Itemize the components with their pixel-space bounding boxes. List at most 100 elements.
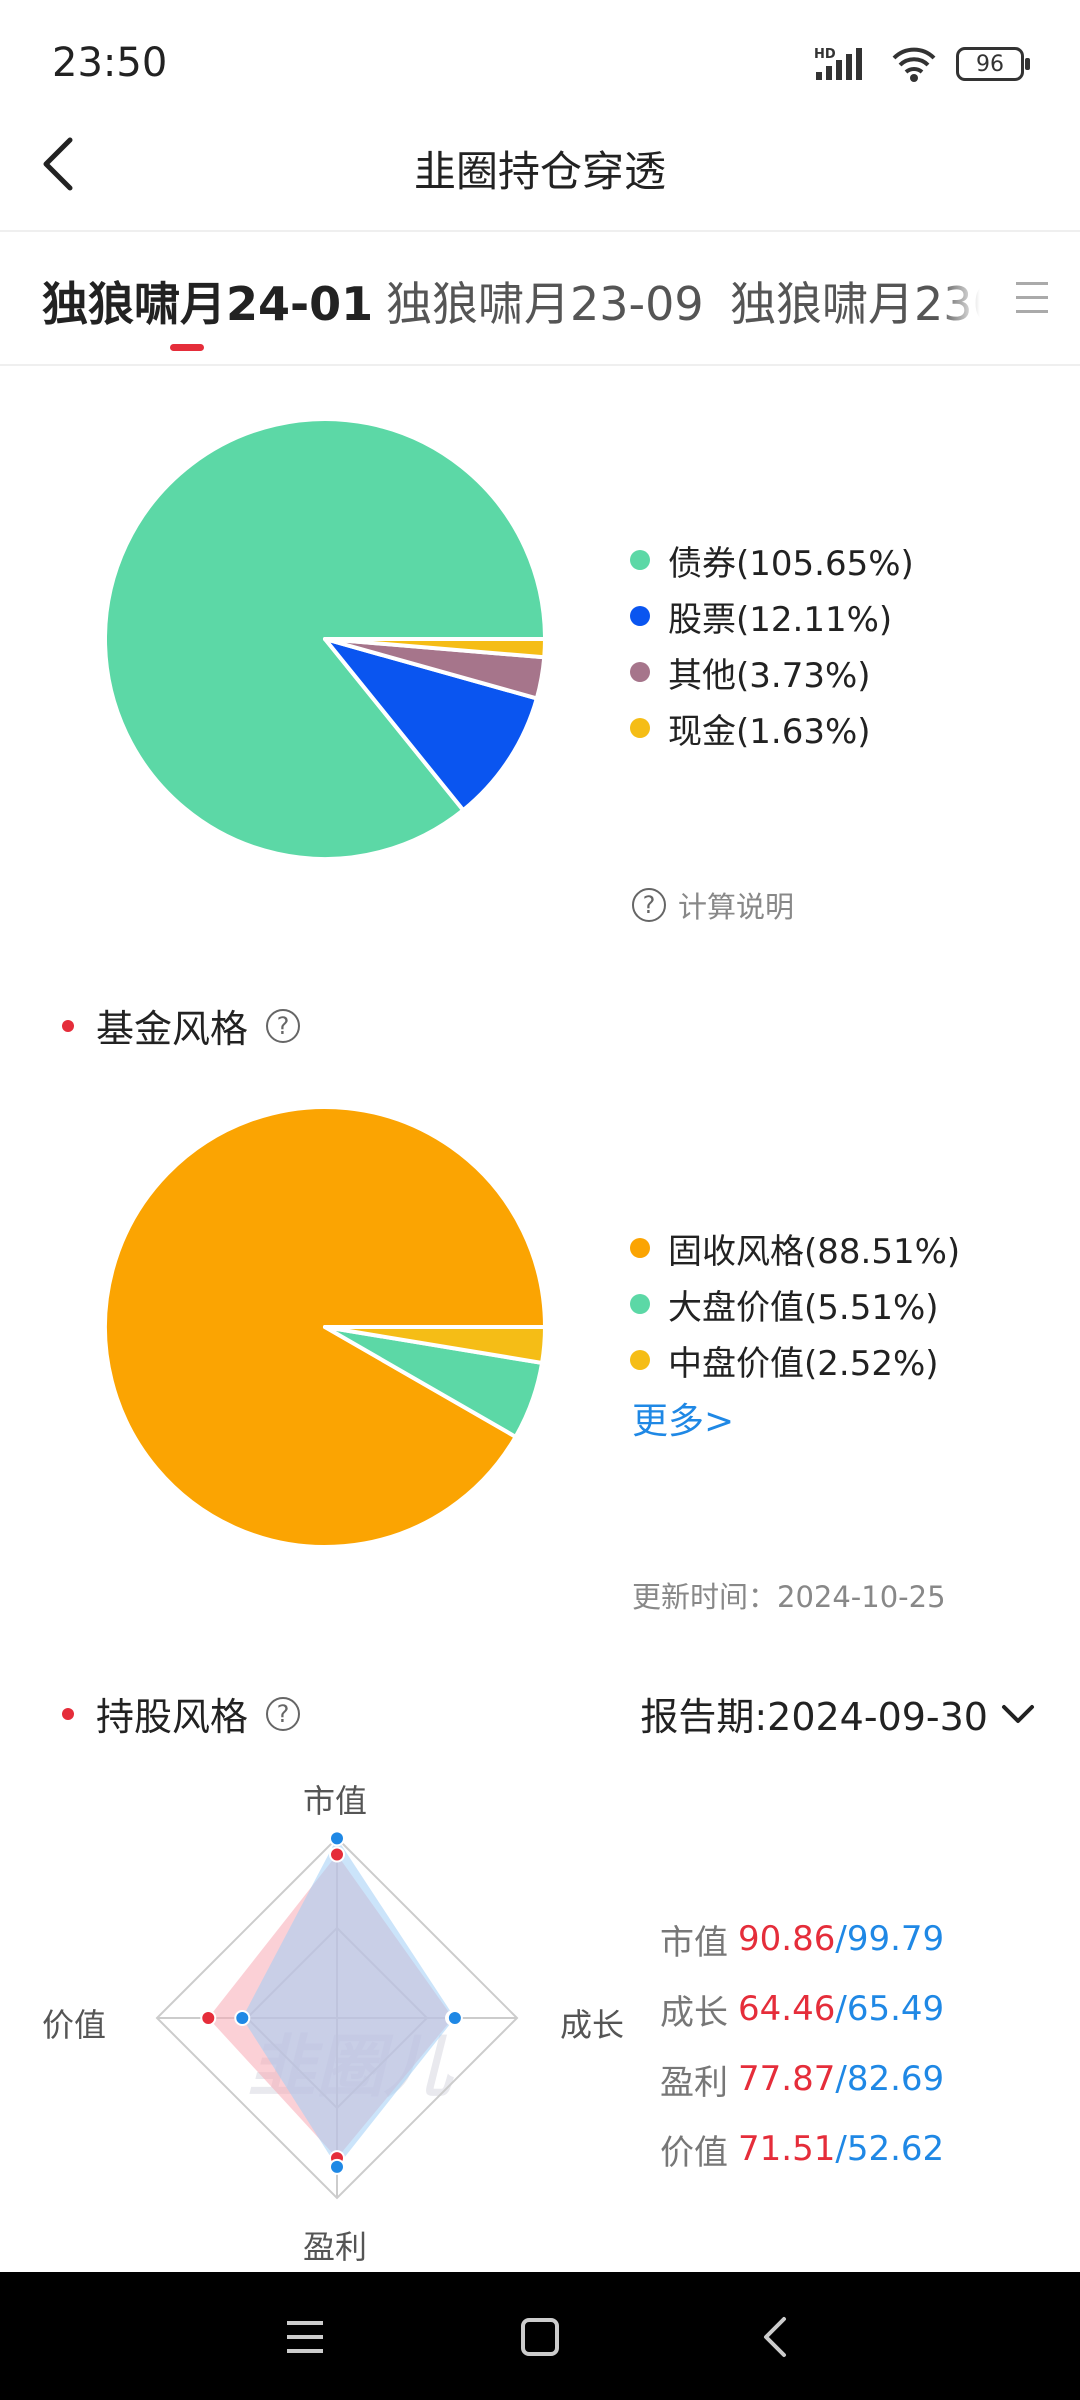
home-button[interactable] [505, 2302, 575, 2372]
legend-label: 债券(105.65%) [668, 543, 914, 584]
legend-dot [630, 1294, 650, 1314]
section-marker [62, 1019, 74, 1032]
update-time: 更新时间：2024-10-25 [632, 1580, 946, 1614]
more-link[interactable]: 更多> [632, 1401, 735, 1442]
legend-item: 其他(3.73%) [630, 644, 914, 700]
menu-icon [1016, 282, 1048, 313]
holding-metrics: 市值 90.86/99.79 成长 64.46/65.49 盈利 77.87/82.6… [660, 1904, 944, 2184]
legend-label: 中盘价值(2.52%) [668, 1343, 939, 1384]
asset-allocation-pie [103, 417, 547, 861]
holding-style-help-icon[interactable]: ? [266, 1696, 301, 1731]
legend-label: 现金(1.63%) [668, 711, 871, 752]
chevron-down-icon [1002, 1704, 1034, 1723]
metric-avg-value: 82.69 [846, 2059, 945, 2099]
report-period-select[interactable]: 报告期:2024-09-30 [640, 1686, 1038, 1741]
asset-slice-3 [323, 637, 547, 660]
legend-dot [630, 550, 650, 570]
metric-fund-value: 71.51 [738, 2129, 836, 2169]
metric-row: 成长 64.46/65.49 [660, 1974, 944, 2044]
report-period-label: 报告期:2024-09-30 [640, 1695, 988, 1739]
radar-series [200, 1830, 463, 2175]
radar-label-top: 市值 [303, 1782, 368, 1820]
status-icons: HD 96 [812, 44, 1030, 84]
radar-point-1-1 [446, 2010, 463, 2026]
tab-2[interactable]: 独狼啸月230 [730, 277, 980, 331]
calc-note-link[interactable]: ? 计算说明 [632, 884, 794, 926]
radar-point-1-0 [329, 1830, 345, 1847]
radar-label-bottom: 盈利 [303, 2228, 368, 2266]
tabs-fade [940, 250, 980, 350]
system-back-button[interactable] [740, 2302, 810, 2372]
metric-label: 成长 [660, 1992, 728, 2033]
holding-style-radar: 韭圈儿 [155, 1830, 519, 2200]
wifi-icon [892, 47, 936, 82]
radar-label-left: 价值 [42, 2006, 107, 2044]
legend-label: 大盘价值(5.51%) [668, 1287, 939, 1328]
metric-label: 市值 [660, 1922, 728, 1963]
fund-style-title: 基金风格 ? [62, 998, 301, 1053]
metric-label: 价值 [660, 2132, 728, 2173]
signal-icon: HD [814, 47, 862, 80]
holding-style-label: 持股风格 [96, 1695, 249, 1739]
chevron-left-icon [43, 137, 73, 191]
metric-fund-value: 77.87 [738, 2059, 836, 2099]
legend-item: 大盘价值(5.51%) [630, 1276, 960, 1332]
battery-level: 96 [976, 51, 1004, 77]
fund-style-help-icon[interactable]: ? [266, 1008, 301, 1043]
section-marker [62, 1707, 74, 1720]
radar-label-right: 成长 [560, 2006, 625, 2044]
legend-dot [630, 606, 650, 626]
metric-separator: / [835, 1919, 847, 1959]
tabs-divider [0, 364, 1080, 366]
metric-avg-value: 65.49 [846, 1989, 945, 2029]
fund-style-pie [103, 1105, 547, 1549]
metric-avg-value: 52.62 [846, 2129, 945, 2169]
tab-bar: 独狼啸月24-01 独狼啸月23-09 独狼啸月230 [0, 232, 980, 362]
tab-indicator [170, 344, 204, 351]
network-label: HD [814, 47, 836, 62]
battery-icon: 96 [956, 47, 1030, 81]
metric-separator: / [835, 1989, 847, 2029]
legend-dot [630, 718, 650, 738]
legend-dot [630, 1350, 650, 1370]
recent-apps-button[interactable] [270, 2302, 340, 2372]
metric-row: 市值 90.86/99.79 [660, 1904, 944, 1974]
radar-point-0-3 [200, 2010, 217, 2026]
square-icon [521, 2318, 559, 2356]
metric-row: 价值 71.51/52.62 [660, 2114, 944, 2184]
chevron-left-icon [764, 2317, 786, 2357]
legend-dot [630, 1238, 650, 1258]
radar-point-1-3 [234, 2010, 251, 2026]
metric-fund-value: 90.86 [738, 1919, 836, 1959]
header-divider [0, 230, 1080, 232]
tabs-menu-button[interactable] [1010, 276, 1054, 320]
metric-label: 盈利 [660, 2062, 728, 2103]
fund-style-legend: 固收风格(88.51%) 大盘价值(5.51%) 中盘价值(2.52%) [630, 1220, 960, 1388]
metric-separator: / [835, 2059, 847, 2099]
page-title: 韭圈持仓穿透 [413, 147, 666, 196]
system-nav-bar [0, 2272, 1080, 2400]
fund-style-slice-2 [323, 1325, 547, 1365]
metric-avg-value: 99.79 [846, 1919, 945, 1959]
legend-label: 其他(3.73%) [668, 655, 871, 696]
radar-point-0-0 [329, 1846, 345, 1863]
asset-slice-1 [323, 637, 539, 813]
legend-label: 股票(12.11%) [668, 599, 893, 640]
status-time: 23:50 [52, 40, 168, 86]
menu-icon [287, 2321, 323, 2353]
asset-legend: 债券(105.65%) 股票(12.11%) 其他(3.73%) 现金(1.63… [630, 532, 914, 756]
metric-row: 盈利 77.87/82.69 [660, 2044, 944, 2114]
fund-style-label: 基金风格 [96, 1007, 249, 1051]
legend-item: 债券(105.65%) [630, 532, 914, 588]
tab-0[interactable]: 独狼啸月24-01 [42, 277, 374, 331]
help-icon: ? [632, 888, 666, 922]
radar-point-1-2 [329, 2158, 345, 2175]
radar-area-1 [242, 1838, 455, 2167]
legend-item: 现金(1.63%) [630, 700, 914, 756]
tab-1[interactable]: 独狼啸月23-09 [386, 277, 704, 331]
back-button[interactable] [30, 128, 86, 200]
legend-item: 股票(12.11%) [630, 588, 914, 644]
metric-fund-value: 64.46 [738, 1989, 836, 2029]
legend-item: 固收风格(88.51%) [630, 1220, 960, 1276]
metric-separator: / [835, 2129, 847, 2169]
